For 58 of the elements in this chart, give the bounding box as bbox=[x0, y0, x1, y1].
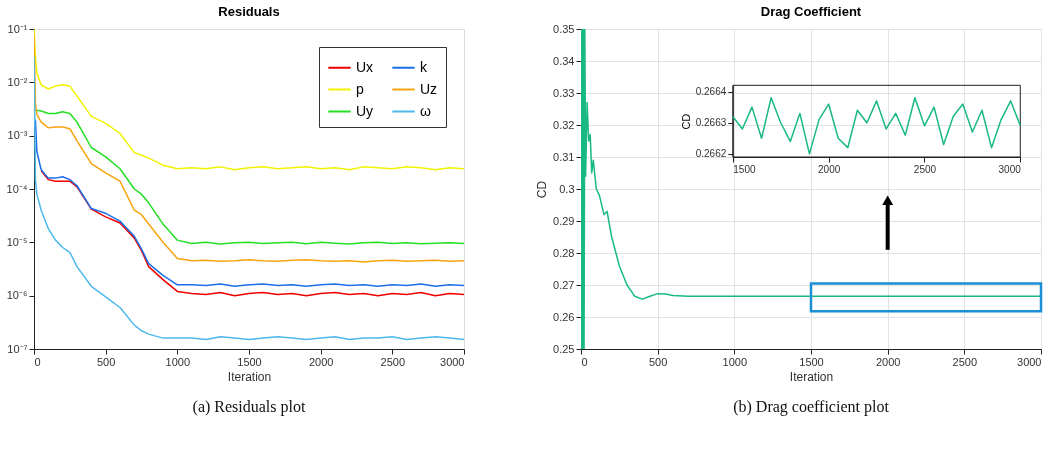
y-tick-label: 10⁻⁷ bbox=[7, 342, 28, 355]
y-tick-label: 0.3 bbox=[559, 182, 575, 195]
y-tick-label: 0.25 bbox=[553, 342, 575, 355]
x-tick-label: 3000 bbox=[440, 355, 465, 368]
y-tick-label: 10⁻¹ bbox=[7, 22, 28, 35]
x-tick-label: 1000 bbox=[722, 355, 748, 368]
x-tick-label: 0 bbox=[581, 355, 588, 368]
x-tick-label: 1500 bbox=[733, 163, 756, 175]
line-series bbox=[34, 118, 464, 288]
y-tick-label: 0.2663 bbox=[695, 117, 727, 129]
line-series bbox=[34, 33, 464, 263]
legend-label: Uy bbox=[356, 102, 374, 119]
y-tick-label: 0.2664 bbox=[695, 86, 727, 98]
y-tick-label: 0.33 bbox=[553, 86, 575, 99]
x-tick-label: 2000 bbox=[818, 163, 841, 175]
x-tick-label: 500 bbox=[96, 355, 116, 368]
x-tick-label: 3000 bbox=[1017, 355, 1042, 368]
y-tick-label: 10⁻⁶ bbox=[6, 289, 28, 302]
line-series bbox=[34, 29, 464, 171]
y-tick-label: 0.27 bbox=[553, 278, 575, 291]
x-tick-label: 0 bbox=[34, 355, 41, 368]
x-tick-label: 2000 bbox=[875, 355, 901, 368]
x-tick-label: 2500 bbox=[913, 163, 937, 175]
y-axis-title: CD bbox=[535, 180, 550, 199]
line-series bbox=[40, 169, 464, 297]
y-tick-label: 0.35 bbox=[553, 22, 575, 35]
chart-title: Drag Coefficient bbox=[760, 4, 862, 19]
x-tick-label: 3000 bbox=[998, 163, 1022, 175]
legend-label: p bbox=[356, 80, 364, 97]
y-tick-label: 0.2662 bbox=[695, 148, 727, 160]
y-tick-label: 0.31 bbox=[553, 150, 575, 163]
y-tick-label: 10⁻⁵ bbox=[6, 235, 28, 248]
x-tick-label: 2000 bbox=[308, 355, 334, 368]
y-tick-label: 0.34 bbox=[553, 54, 575, 67]
x-axis-title: Iteration bbox=[789, 369, 834, 384]
y-tick-label: 0.28 bbox=[553, 246, 575, 259]
legend-label: Uz bbox=[420, 80, 438, 97]
x-tick-label: 1500 bbox=[799, 355, 824, 368]
x-tick-label: 2500 bbox=[952, 355, 978, 368]
x-tick-label: 1000 bbox=[165, 355, 191, 368]
y-tick-label: 10⁻³ bbox=[7, 129, 28, 142]
x-tick-label: 2500 bbox=[380, 355, 406, 368]
x-axis-title: Iteration bbox=[227, 369, 272, 384]
text: (b) Drag coefficient plot bbox=[733, 398, 890, 416]
y-tick-label: 10⁻² bbox=[7, 75, 28, 88]
line-series bbox=[34, 56, 464, 341]
legend-label: k bbox=[420, 58, 428, 75]
legend-label: Ux bbox=[356, 58, 374, 75]
legend-label: ω bbox=[420, 102, 431, 119]
y-tick-label: 0.32 bbox=[553, 118, 575, 131]
x-tick-label: 1500 bbox=[237, 355, 262, 368]
y-axis-title: CD bbox=[679, 113, 692, 130]
text: (a) Residuals plot bbox=[192, 398, 306, 416]
y-tick-label: 0.29 bbox=[553, 214, 575, 227]
y-tick-label: 10⁻⁴ bbox=[6, 182, 28, 195]
x-tick-label: 500 bbox=[648, 355, 668, 368]
chart-title: Residuals bbox=[218, 4, 280, 19]
y-tick-label: 0.26 bbox=[553, 310, 575, 323]
